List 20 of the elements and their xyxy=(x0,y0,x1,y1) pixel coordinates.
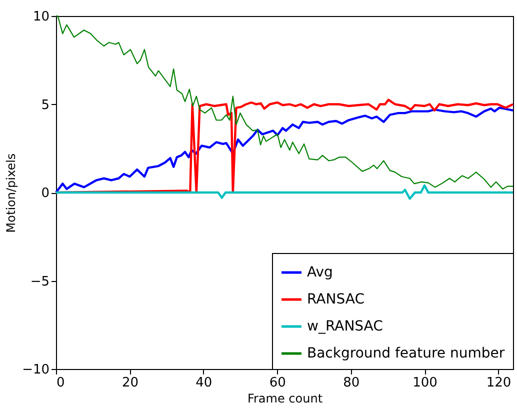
legend-label: Background feature number xyxy=(307,346,505,362)
x-tick-label: 0 xyxy=(56,376,65,390)
legend-label: Avg xyxy=(307,264,333,280)
legend-label: RANSAC xyxy=(307,292,365,308)
y-tick-label: 5 xyxy=(41,98,50,113)
x-tick-label: 40 xyxy=(196,376,212,390)
y-tick-label: 10 xyxy=(32,10,50,24)
y-axis-title: Motion/pixels xyxy=(4,153,18,233)
y-tick-label: 0 xyxy=(41,186,50,201)
x-tick-label: 100 xyxy=(412,376,438,390)
y-tick-label: −5 xyxy=(30,274,50,290)
x-axis-title: Frame count xyxy=(247,392,323,406)
x-tick-label: 120 xyxy=(486,376,512,390)
line-series xyxy=(55,15,514,190)
x-tick-label: 60 xyxy=(269,376,286,390)
y-tick-label: −10 xyxy=(22,362,50,378)
x-tick-label: 20 xyxy=(122,376,138,390)
line-series xyxy=(54,184,514,200)
x-tick-label: 80 xyxy=(343,376,360,390)
legend-label: w_RANSAC xyxy=(307,318,384,334)
